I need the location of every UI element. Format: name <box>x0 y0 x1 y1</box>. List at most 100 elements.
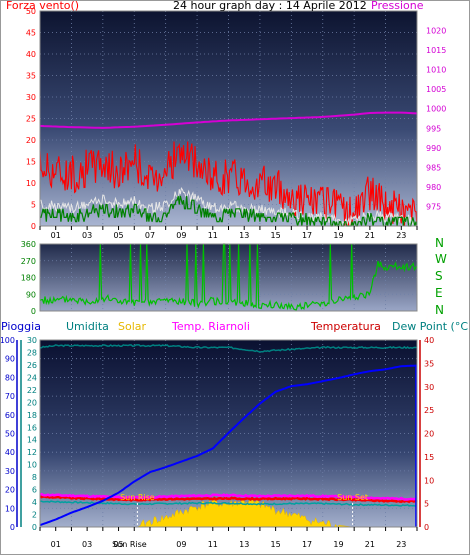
rain-tick-label: 22 <box>27 386 37 395</box>
temperature-tick-label: 15 <box>424 453 434 462</box>
pressure-tick-label: 1015 <box>426 46 446 55</box>
rain-tick-label: 20 <box>27 398 37 407</box>
chart-title: 24 hour graph day : 14 Aprile 2012 <box>173 0 367 12</box>
solar-legend: Solar <box>118 320 147 333</box>
direction-tick-label: 180 <box>21 274 36 283</box>
humidity-tick-label: 80 <box>5 373 15 382</box>
wind-tick-label: 15 <box>26 158 36 167</box>
humidity-tick-label: 30 <box>5 467 15 476</box>
hour-tick-label: 21 <box>365 540 375 549</box>
temperature-legend: Temperatura <box>310 320 381 333</box>
hour-tick-label: 23 <box>396 231 406 240</box>
series-riarnoli-line <box>39 492 418 501</box>
humidity-tick-label: 70 <box>5 392 15 401</box>
humidity-tick-label: 100 <box>0 336 15 345</box>
temperature-tick-label: 0 <box>424 523 429 532</box>
sun-set-label: Sun Set <box>337 493 368 502</box>
rain-tick-label: 26 <box>27 361 37 370</box>
wind-tick-label: 10 <box>26 179 36 188</box>
hour-tick-label: 01 <box>51 231 61 240</box>
hour-tick-label: 03 <box>82 540 92 549</box>
temperature-tick-label: 40 <box>424 336 434 345</box>
series-dew-point-line <box>39 500 418 507</box>
wind-tick-label: 50 <box>26 7 36 16</box>
humidity-tick-label: 40 <box>5 448 15 457</box>
riarnoli-legend: Temp. Riarnoli <box>171 320 250 333</box>
series-media-10min-line <box>40 195 418 227</box>
humidity-tick-label: 10 <box>5 504 15 513</box>
pressure-tick-label: 1005 <box>426 85 446 94</box>
hour-tick-label: 05 <box>113 231 123 240</box>
hour-tick-label: 13 <box>239 540 249 549</box>
series-solar-area <box>137 497 353 528</box>
compass-label: E <box>435 286 443 300</box>
hour-tick-label: 19 <box>333 540 343 549</box>
hour-tick-label: 19 <box>333 231 343 240</box>
hour-tick-label: 05 <box>113 540 123 549</box>
hour-tick-label: 17 <box>302 540 312 549</box>
hour-tick-label: 15 <box>271 540 281 549</box>
pressure-tick-label: 975 <box>426 202 441 211</box>
rain-tick-label: 24 <box>27 373 37 382</box>
series-raffica-line <box>39 141 418 227</box>
hour-tick-label: 09 <box>176 231 186 240</box>
hour-tick-label: 17 <box>302 231 312 240</box>
wind-tick-label: 30 <box>26 93 36 102</box>
hour-tick-label: 03 <box>82 231 92 240</box>
rain-tick-label: 10 <box>27 461 37 470</box>
direction-tick-label: 270 <box>21 257 36 266</box>
humidity-tick-label: 60 <box>5 411 15 420</box>
compass-label: N <box>435 303 444 317</box>
series-velocita-line <box>39 186 418 227</box>
rain-tick-label: 8 <box>32 473 37 482</box>
direction-tick-label: 360 <box>21 240 36 249</box>
humidity-axis-title: Umidita <box>66 320 109 333</box>
temperature-tick-label: 30 <box>424 383 434 392</box>
pressure-axis-title: Pressione <box>371 0 424 12</box>
wind-tick-label: 35 <box>26 72 36 81</box>
compass-label: S <box>435 269 443 283</box>
hour-tick-label: 23 <box>396 540 406 549</box>
temperature-tick-label: 5 <box>424 500 429 509</box>
wind-tick-label: 40 <box>26 50 36 59</box>
humidity-tick-label: 20 <box>5 486 15 495</box>
rain-tick-label: 28 <box>27 348 37 357</box>
temperature-tick-label: 35 <box>424 359 434 368</box>
humidity-tick-label: 50 <box>5 430 15 439</box>
temperature-tick-label: 25 <box>424 406 434 415</box>
wind-tick-label: 25 <box>26 115 36 124</box>
humidity-tick-label: 90 <box>5 355 15 364</box>
rain-tick-label: 12 <box>27 448 37 457</box>
series-umidita-line <box>40 344 418 353</box>
rain-tick-label: 4 <box>32 498 37 507</box>
pressure-tick-label: 995 <box>426 124 441 133</box>
wind-tick-label: 5 <box>31 201 36 210</box>
rain-tick-label: 30 <box>27 336 37 345</box>
series-pioggia-line <box>39 364 417 527</box>
sun-rise-axis-label: Sun Rise <box>112 540 147 549</box>
rain-tick-label: 0 <box>32 523 37 532</box>
wind-tick-label: 45 <box>26 29 36 38</box>
direction-tick-label: 0 <box>31 307 36 316</box>
rain-axis-title: Pioggia <box>1 320 41 333</box>
wind-tick-label: 20 <box>26 136 36 145</box>
wind-axis-title: Forza vento() <box>6 0 79 12</box>
rain-tick-label: 6 <box>32 486 37 495</box>
series-direzione-line <box>39 243 418 311</box>
temperature-tick-label: 20 <box>424 430 434 439</box>
pressure-tick-label: 1000 <box>426 105 446 114</box>
dew-point-legend: Dew Point (°C) <box>392 320 470 333</box>
hour-tick-label: 15 <box>271 231 281 240</box>
rain-tick-label: 18 <box>27 411 37 420</box>
hour-tick-label: 11 <box>208 540 218 549</box>
series-pressione-line <box>39 111 418 129</box>
rain-tick-label: 14 <box>27 436 37 445</box>
compass-label: W <box>435 252 447 266</box>
pressure-tick-label: 1010 <box>426 66 446 75</box>
hour-tick-label: 07 <box>145 231 155 240</box>
hour-tick-label: 01 <box>51 540 61 549</box>
humidity-tick-label: 0 <box>10 523 15 532</box>
wind-tick-label: 0 <box>31 222 36 231</box>
